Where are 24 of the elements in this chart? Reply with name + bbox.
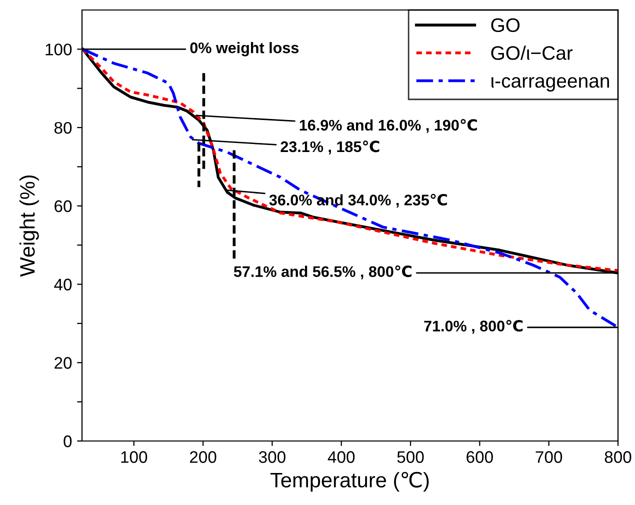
annotation: 16.9% and 16.0% , 190℃ (300, 119, 477, 133)
annotation: 57.1% and 56.5% , 800℃ (234, 265, 412, 280)
annotation: 23.1% , 185℃ (280, 140, 380, 154)
y-tick-label: 40 (54, 278, 72, 290)
x-tick-label: 800 (604, 451, 632, 463)
legend-label: GO/ι−Car (491, 46, 573, 60)
x-tick-label: 500 (397, 451, 424, 463)
y-tick-label: 20 (54, 357, 72, 369)
x-tick-label: 400 (328, 451, 355, 463)
legend-label: ι-carrageenan (492, 77, 609, 92)
annotation: 0% weight loss (190, 42, 299, 56)
y-axis-title: Weight (%) (19, 175, 39, 277)
x-tick-label: 300 (258, 451, 286, 463)
x-tick-label: 700 (536, 451, 562, 463)
y-tick-label: 60 (54, 200, 72, 212)
x-tick-label: 600 (466, 451, 493, 463)
x-tick-label: 200 (190, 451, 216, 463)
x-axis-title: Temperature (℃) (270, 472, 429, 492)
annotation: 71.0% , 800℃ (424, 320, 523, 334)
legend-label: GO (491, 18, 520, 32)
y-tick-label: 100 (46, 44, 72, 56)
x-tick-label: 100 (121, 451, 148, 463)
y-tick-label: 80 (54, 122, 72, 134)
y-tick-label: 0 (64, 435, 72, 448)
